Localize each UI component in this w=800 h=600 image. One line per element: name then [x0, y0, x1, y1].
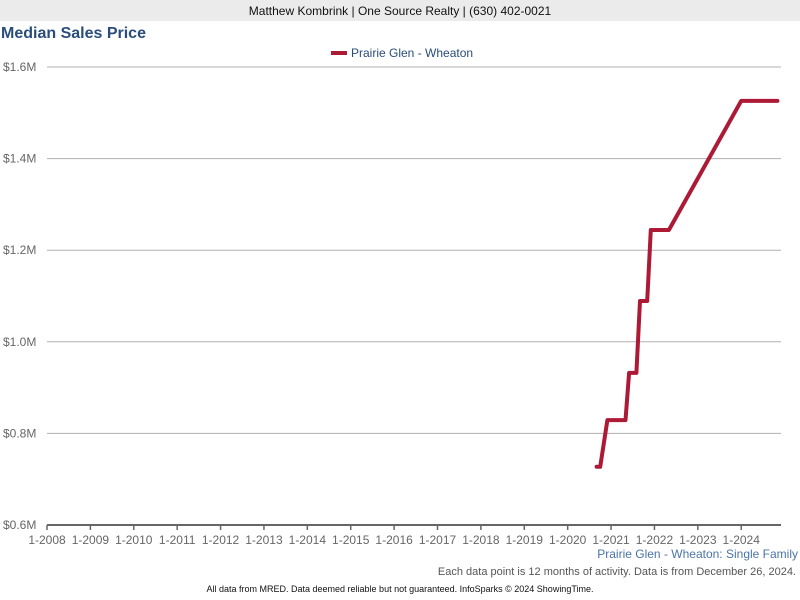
y-tick-label: $0.6M	[3, 518, 36, 532]
x-tick-label: 1-2010	[115, 533, 153, 547]
y-tick-label: $1.0M	[3, 335, 36, 349]
x-tick-label: 1-2022	[636, 533, 674, 547]
x-tick-label: 1-2009	[72, 533, 110, 547]
x-tick-label: 1-2019	[506, 533, 544, 547]
x-tick-label: 1-2021	[592, 533, 630, 547]
x-tick-label: 1-2008	[28, 533, 66, 547]
y-tick-label: $1.4M	[3, 152, 36, 166]
x-tick-label: 1-2016	[375, 533, 413, 547]
agent-header: Matthew Kombrink | One Source Realty | (…	[0, 0, 800, 21]
chart-subtitle: Prairie Glen - Wheaton: Single Family	[597, 547, 798, 561]
x-tick-label: 1-2015	[332, 533, 370, 547]
legend-label: Prairie Glen - Wheaton	[351, 46, 474, 60]
x-tick-label: 1-2024	[723, 533, 761, 547]
legend-swatch	[331, 51, 347, 55]
x-tick-label: 1-2023	[679, 533, 717, 547]
x-tick-label: 1-2018	[462, 533, 500, 547]
series-line	[594, 98, 780, 469]
footer-disclaimer: All data from MRED. Data deemed reliable…	[206, 584, 594, 594]
y-tick-label: $0.8M	[3, 426, 36, 440]
x-tick-label: 1-2020	[549, 533, 587, 547]
x-tick-label: 1-2012	[202, 533, 240, 547]
data-note: Each data point is 12 months of activity…	[437, 566, 796, 578]
x-tick-label: 1-2013	[245, 533, 283, 547]
x-tick-label: 1-2017	[419, 533, 457, 547]
legend: Prairie Glen - Wheaton	[331, 46, 473, 60]
chart-title: Median Sales Price	[1, 25, 146, 42]
x-tick-label: 1-2014	[289, 533, 327, 547]
x-tick-label: 1-2011	[159, 533, 196, 547]
y-tick-label: $1.6M	[3, 60, 36, 74]
y-tick-label: $1.2M	[3, 243, 36, 257]
